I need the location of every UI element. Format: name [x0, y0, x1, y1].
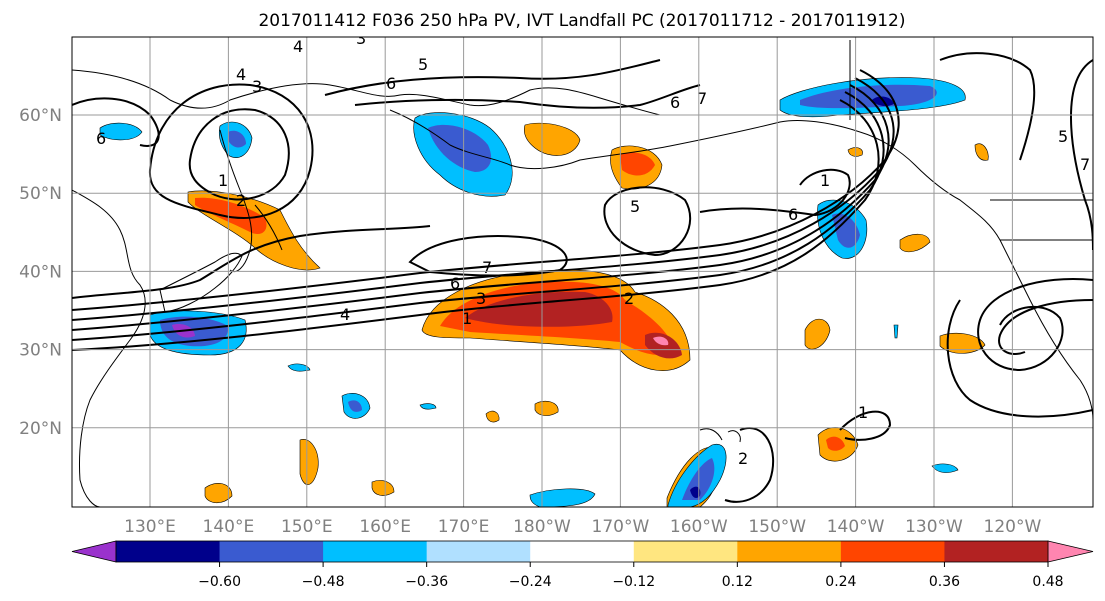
lon-tick-label: 170°E [438, 517, 490, 537]
east-asia-coast [72, 189, 146, 507]
north-america-coast [389, 109, 1093, 421]
colorbar-tick-label: −0.60 [198, 574, 241, 590]
asia-arctic-coast [72, 69, 661, 116]
colorbar-segment [737, 541, 842, 562]
contour-label: 1 [218, 171, 228, 190]
contour-label: 1 [462, 309, 472, 328]
colorbar-extend-high [1047, 540, 1094, 563]
map-title: 2017011412 F036 250 hPa PV, IVT Landfall… [258, 11, 905, 31]
pv-contour-13 [354, 84, 701, 109]
colorbar-segment [944, 541, 1049, 562]
pv-contour-11 [699, 168, 851, 217]
kuril-islands [254, 204, 283, 251]
contour-label: 4 [236, 65, 246, 84]
contour-label: 2 [738, 449, 748, 468]
contour-label: 3 [252, 77, 262, 96]
colorbar-tick-label: −0.48 [302, 574, 345, 590]
contour-label: 6 [788, 205, 798, 224]
colorbar-tick-label: 0.24 [825, 574, 856, 590]
lon-tick-label: 120°W [984, 517, 1042, 537]
pv-contour-15 [1070, 59, 1093, 251]
colorbar-segment [323, 541, 428, 562]
lon-tick-label: 150°E [281, 517, 333, 537]
contour-label: 1 [858, 403, 868, 422]
colorbar: −0.60 −0.48 −0.36 −0.24 −0.12 0.12 0.24 0.36 0.4… [71, 540, 1094, 590]
contour-label: 6 [450, 274, 460, 293]
pv-contour-7 [148, 83, 314, 219]
contour-label: 5 [418, 55, 428, 74]
pv-contour-16 [977, 278, 1093, 372]
lon-tick-label: 160°W [670, 517, 728, 537]
colorbar-segment [116, 541, 221, 562]
lon-tick-label: 140°E [203, 517, 255, 537]
lon-tick-label: 150°W [748, 517, 806, 537]
colorbar-segment [530, 541, 635, 562]
contour-label: 6 [96, 129, 106, 148]
hawaii-islands [699, 428, 741, 443]
coastlines [72, 40, 1093, 507]
pv-contour-9 [408, 235, 568, 277]
lat-tick-label: 40°N [19, 262, 62, 282]
contour-label: 5 [1058, 127, 1068, 146]
pv-contour-10 [603, 186, 692, 257]
lon-tick-label: 170°W [592, 517, 650, 537]
colorbar-frame [115, 540, 1049, 563]
colorbar-tick-label: −0.24 [509, 574, 552, 590]
colorbar-segment [426, 541, 531, 562]
pv-contours [72, 52, 1093, 503]
pv-contour-12 [324, 59, 661, 96]
pv-contour-18 [946, 299, 1093, 418]
contour-label: 3 [476, 289, 486, 308]
contour-label: 2 [236, 191, 246, 210]
colorbar-tick-label: −0.36 [405, 574, 448, 590]
contour-label: 2 [624, 289, 634, 308]
colorbar-segment [633, 541, 738, 562]
pv-contour-labels: 4 3 5 4 3 6 6 1 2 7 6 7 6 3 1 2 4 1 6 5 … [96, 29, 1090, 468]
colorbar-segment [219, 541, 324, 562]
contour-label: 4 [340, 305, 350, 324]
lat-tick-label: 30°N [19, 341, 62, 361]
pv-contour-6 [72, 225, 431, 299]
colorbar-tick-label: 0.36 [929, 574, 960, 590]
colorbar-tick-label: −0.12 [612, 574, 655, 590]
contour-label: 4 [293, 37, 303, 56]
colorbar-extend-low [71, 540, 117, 563]
contour-label: 1 [820, 171, 830, 190]
pv-contour-17 [998, 299, 1093, 355]
contour-label: 7 [482, 258, 492, 277]
lat-tick-label: 20°N [19, 419, 62, 439]
contour-label: 5 [630, 197, 640, 216]
longitude-ticks: 130°E 140°E 150°E 160°E 170°E 180°W 170°W 160°W… [124, 517, 1041, 537]
lon-tick-label: 180°W [513, 517, 571, 537]
ivt-shading [99, 77, 989, 507]
lon-tick-label: 160°E [359, 517, 411, 537]
contour-label: 3 [356, 29, 366, 48]
contour-label: 6 [386, 74, 396, 93]
colorbar-tick-label: 0.12 [722, 574, 753, 590]
lat-tick-label: 60°N [19, 106, 62, 126]
lon-tick-label: 130°W [905, 517, 963, 537]
colorbar-segment [840, 541, 945, 562]
lon-tick-label: 130°E [124, 517, 176, 537]
contour-label: 7 [1080, 155, 1090, 174]
lat-tick-label: 50°N [19, 184, 62, 204]
pv-contour-21 [939, 52, 1036, 161]
pv-contour-19 [724, 427, 775, 503]
contour-label: 7 [697, 89, 707, 108]
colorbar-tick-label: 0.48 [1032, 574, 1063, 590]
pv-contour-20 [839, 410, 892, 441]
lon-tick-label: 140°W [827, 517, 885, 537]
map-frame [71, 36, 1094, 508]
contour-label: 6 [670, 93, 680, 112]
gridlines [72, 37, 1093, 507]
latitude-ticks: 60°N 50°N 40°N 30°N 20°N [19, 106, 62, 439]
